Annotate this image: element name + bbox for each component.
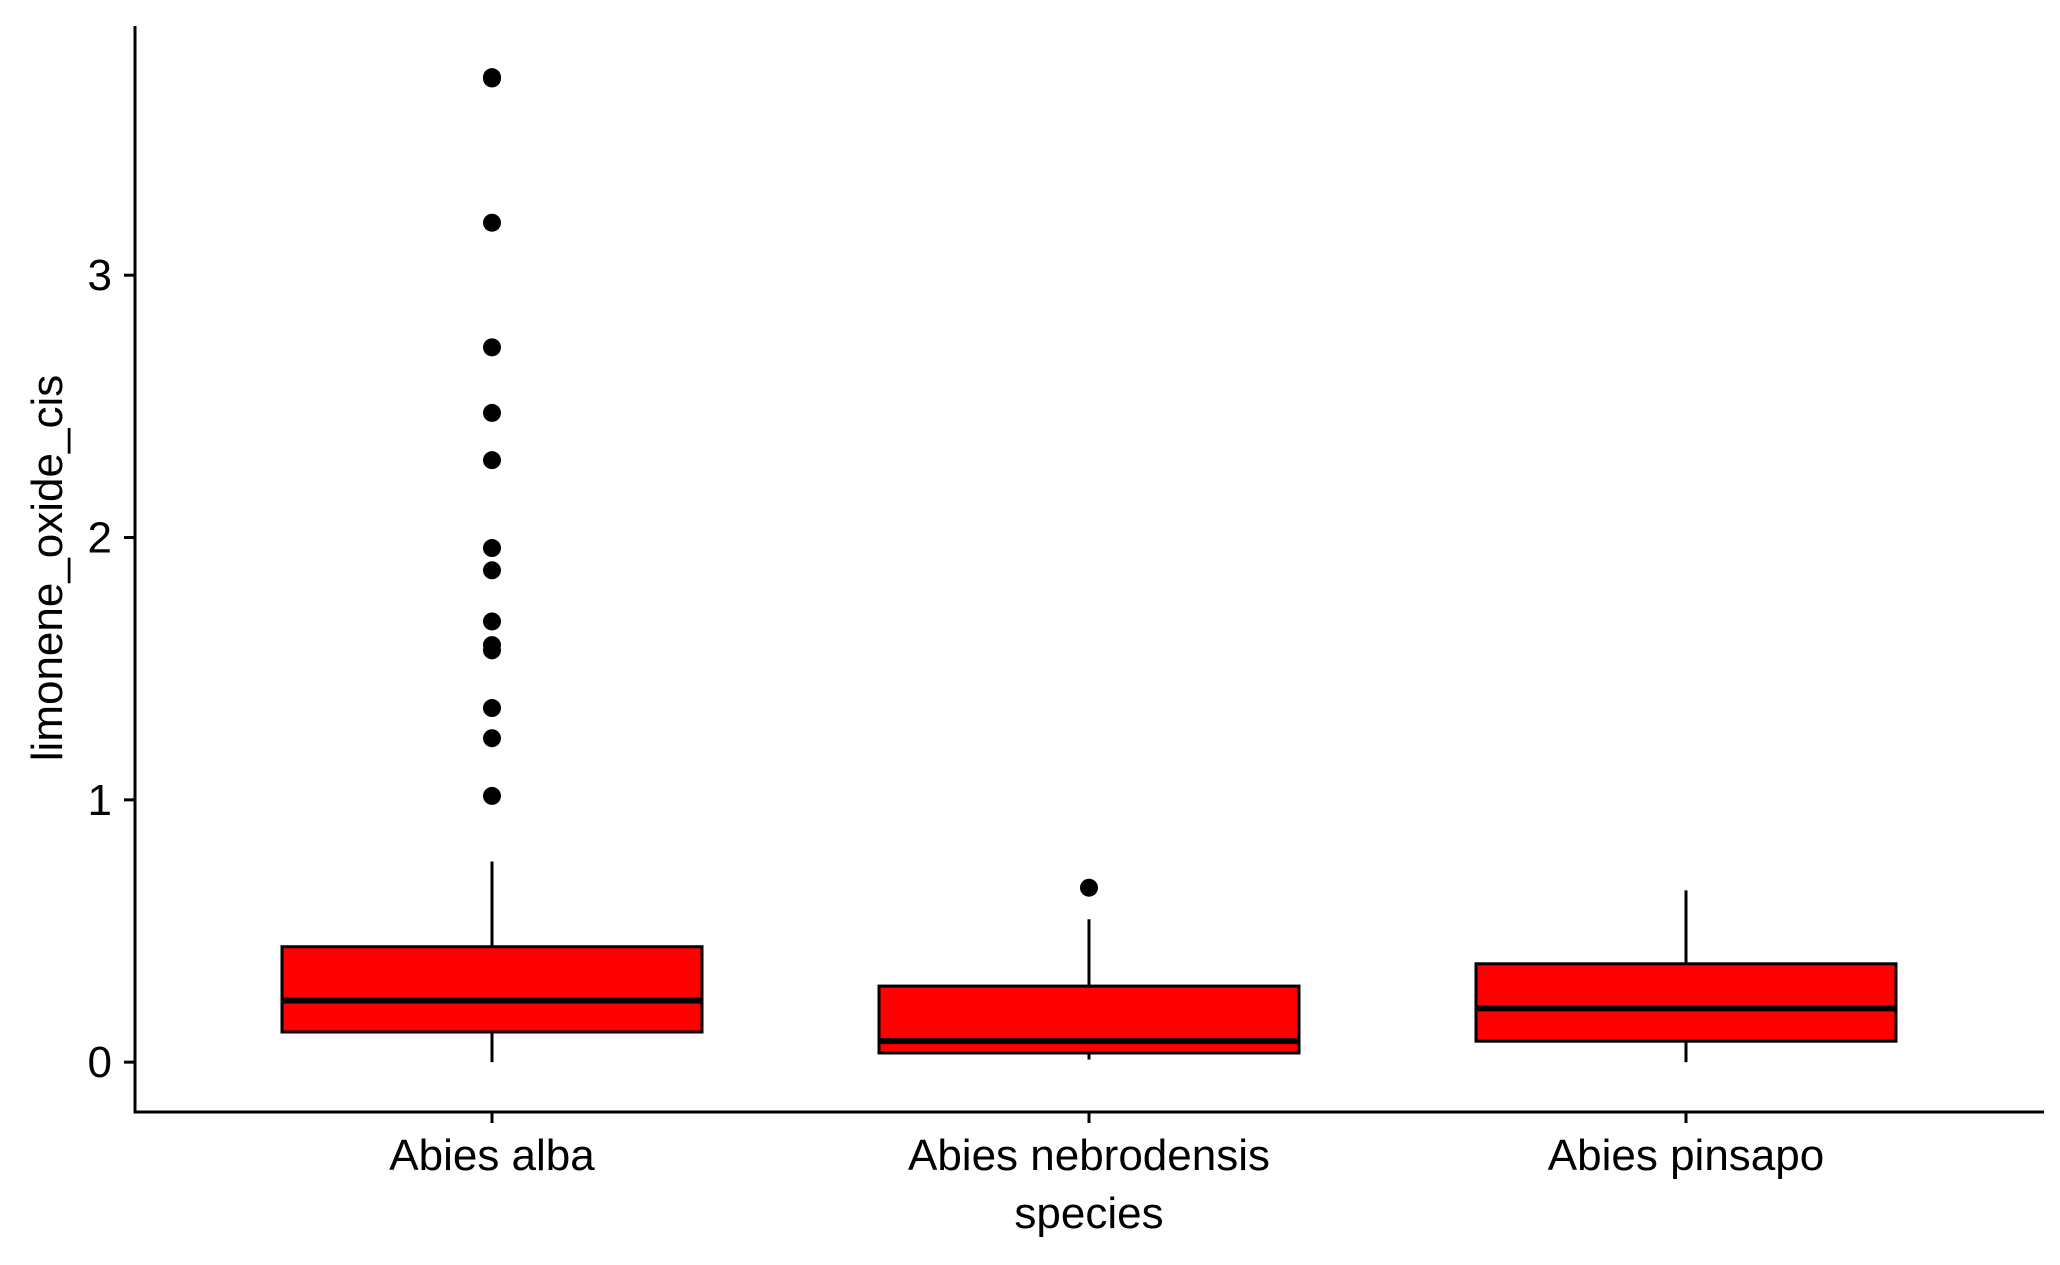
outlier-point <box>1080 878 1098 897</box>
outlier-point <box>483 729 501 748</box>
outlier-point <box>483 561 501 580</box>
y-tick-label: 2 <box>88 514 112 563</box>
outlier-point <box>483 338 501 357</box>
outlier-point <box>483 213 501 232</box>
outlier-point <box>483 539 501 558</box>
x-tick-label: Abies nebrodensis <box>908 1131 1270 1180</box>
outlier-point <box>483 636 501 655</box>
outlier-point <box>483 68 501 87</box>
x-tick-label: Abies pinsapo <box>1548 1131 1824 1180</box>
y-tick-label: 1 <box>88 776 112 825</box>
y-tick-label: 3 <box>88 251 112 300</box>
plot-marks <box>280 68 1898 1063</box>
outlier-point <box>483 612 501 631</box>
box-iqr <box>280 945 704 1034</box>
box-group <box>1474 890 1898 1063</box>
y-axis-title: limonene_oxide_cis <box>23 375 72 761</box>
box-group <box>280 68 704 1063</box>
box-group <box>877 878 1301 1060</box>
x-tick-label: Abies alba <box>389 1131 595 1180</box>
y-tick-label: 0 <box>88 1038 112 1087</box>
outlier-point <box>483 699 501 718</box>
outlier-point <box>483 451 501 470</box>
x-axis-title: species <box>1014 1189 1163 1238</box>
tick-marks: 0 1 2 3 Abies alba Abies nebrodensis Abies pin… <box>88 251 1825 1180</box>
box-iqr <box>1474 962 1898 1043</box>
outlier-point <box>483 786 501 805</box>
outlier-point <box>483 403 501 422</box>
